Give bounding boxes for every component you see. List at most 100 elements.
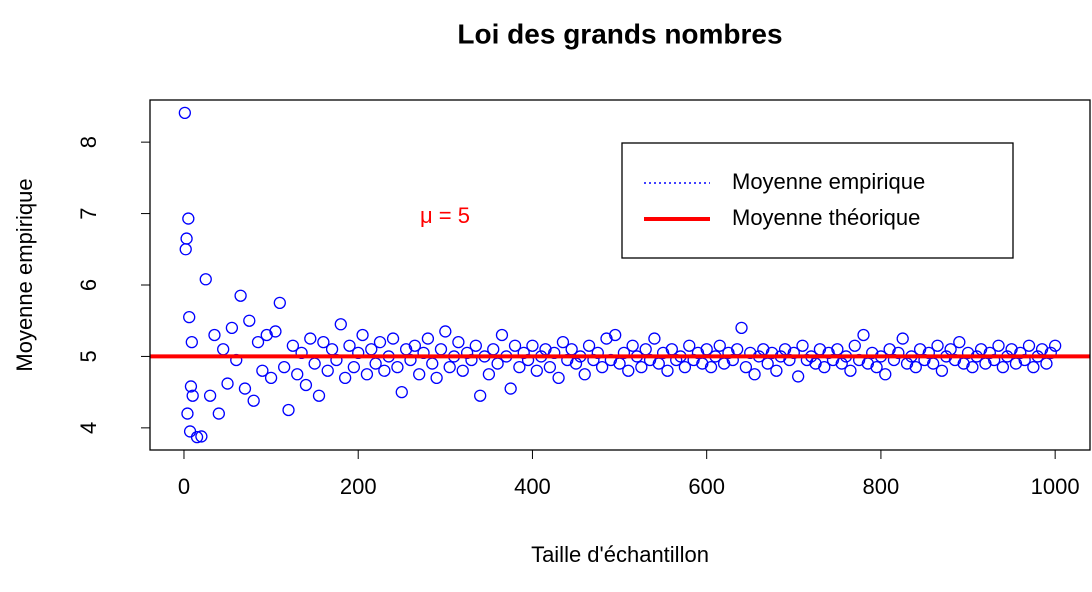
legend-box: [621, 142, 1014, 259]
point: [582, 339, 596, 352]
point: [530, 364, 543, 377]
point: [356, 328, 369, 342]
point: [504, 382, 517, 395]
point: [935, 364, 949, 377]
point: [456, 364, 469, 377]
point: [264, 371, 278, 385]
y-tick-label: 7: [76, 207, 101, 219]
point: [543, 360, 557, 374]
point: [260, 328, 273, 342]
point: [208, 328, 221, 342]
point: [269, 325, 282, 338]
point: [635, 360, 648, 374]
point: [282, 403, 295, 417]
point: [343, 339, 356, 352]
point: [870, 360, 883, 374]
point: [430, 371, 443, 385]
x-tick-label: 0: [178, 474, 190, 499]
x-tick-label: 400: [514, 474, 551, 499]
point: [395, 385, 408, 399]
point: [578, 368, 591, 381]
point: [739, 360, 753, 374]
point: [308, 357, 321, 370]
point: [556, 335, 570, 349]
point: [386, 332, 400, 345]
point: [195, 430, 208, 443]
point: [413, 368, 426, 381]
point: [373, 335, 387, 349]
y-tick-label: 6: [76, 279, 101, 291]
point: [896, 332, 909, 345]
point: [186, 389, 199, 402]
point: [181, 407, 194, 420]
point: [552, 371, 565, 385]
point: [992, 339, 1005, 352]
point: [469, 339, 482, 352]
x-tick-label: 600: [688, 474, 725, 499]
point: [225, 321, 239, 335]
point: [286, 339, 300, 352]
point: [273, 296, 286, 310]
point: [347, 360, 361, 374]
legend-label: Moyenne théorique: [732, 205, 920, 230]
point: [966, 360, 979, 374]
point: [199, 273, 212, 286]
point: [179, 243, 192, 256]
point: [426, 357, 439, 370]
point: [185, 335, 198, 349]
point: [443, 360, 456, 374]
y-tick-label: 5: [76, 350, 101, 362]
point: [735, 321, 748, 335]
point: [334, 318, 347, 331]
point: [408, 339, 421, 352]
x-tick-label: 1000: [1031, 474, 1080, 499]
y-tick-label: 4: [76, 422, 101, 434]
point: [796, 339, 809, 352]
point: [495, 328, 509, 342]
point: [452, 335, 465, 349]
point: [678, 360, 692, 374]
point: [247, 394, 260, 407]
point: [600, 332, 613, 345]
point: [704, 360, 718, 374]
point: [931, 339, 944, 352]
point: [325, 343, 339, 356]
point: [953, 335, 966, 349]
point: [278, 360, 291, 374]
point: [183, 310, 196, 324]
point: [291, 368, 304, 381]
point: [183, 425, 197, 438]
point: [622, 364, 635, 377]
point: [180, 232, 193, 245]
point: [818, 360, 831, 374]
point: [996, 360, 1010, 374]
point: [848, 339, 861, 352]
point: [217, 343, 230, 356]
point: [508, 339, 522, 352]
point: [251, 335, 265, 349]
point: [513, 360, 526, 374]
y-tick-label: 8: [76, 136, 101, 148]
point: [243, 314, 256, 327]
point: [1022, 339, 1036, 352]
point: [360, 368, 374, 381]
point: [609, 328, 622, 342]
point: [190, 430, 204, 444]
point: [321, 364, 334, 377]
point: [1040, 357, 1053, 370]
point: [439, 325, 452, 338]
x-tick-label: 200: [340, 474, 377, 499]
point: [421, 332, 435, 345]
point: [595, 360, 609, 374]
point: [184, 380, 198, 393]
point: [713, 339, 726, 352]
point: [256, 364, 269, 377]
x-axis-label: Taille d'échantillon: [531, 542, 709, 567]
point: [626, 339, 639, 352]
y-axis-label: Moyenne empirique: [12, 178, 37, 371]
point: [792, 370, 805, 383]
point: [879, 368, 892, 381]
point: [182, 212, 195, 225]
annotation: μ = 5: [420, 203, 470, 228]
point: [909, 360, 922, 374]
